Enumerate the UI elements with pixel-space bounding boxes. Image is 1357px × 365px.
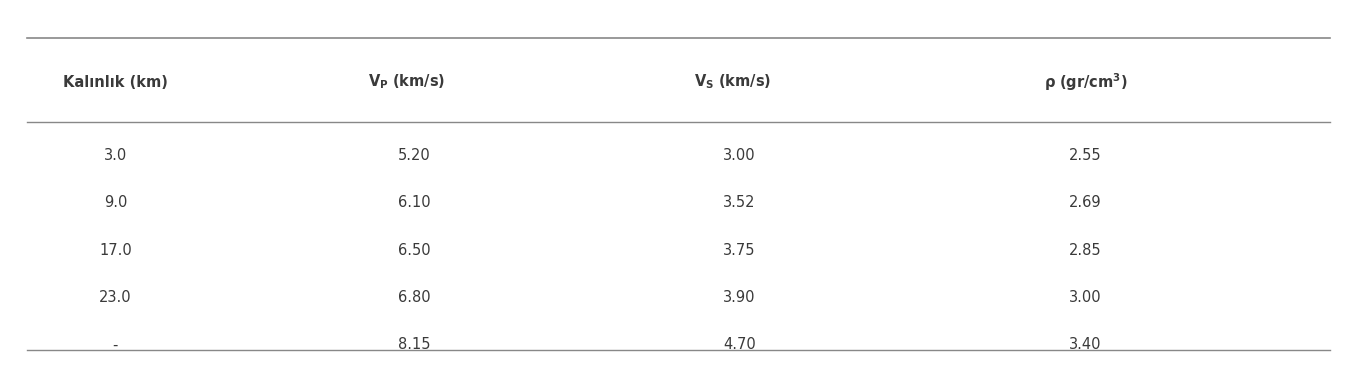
Text: -: -: [113, 337, 118, 353]
Text: 6.80: 6.80: [398, 290, 430, 305]
Text: 3.0: 3.0: [103, 147, 128, 163]
Text: 5.20: 5.20: [398, 147, 430, 163]
Text: 3.75: 3.75: [723, 242, 756, 258]
Text: $\mathbf{\rho}$$\mathbf{\ (gr/cm^3)}$: $\mathbf{\rho}$$\mathbf{\ (gr/cm^3)}$: [1044, 71, 1128, 93]
Text: 3.40: 3.40: [1069, 337, 1102, 353]
Text: 9.0: 9.0: [103, 195, 128, 210]
Text: 8.15: 8.15: [398, 337, 430, 353]
Text: 4.70: 4.70: [723, 337, 756, 353]
Text: Kalınlık (km): Kalınlık (km): [62, 74, 168, 90]
Text: 3.00: 3.00: [723, 147, 756, 163]
Text: 3.90: 3.90: [723, 290, 756, 305]
Text: 23.0: 23.0: [99, 290, 132, 305]
Text: $\mathbf{V_P}$$\mathbf{\ (km/s)}$: $\mathbf{V_P}$$\mathbf{\ (km/s)}$: [369, 73, 445, 92]
Text: 3.00: 3.00: [1069, 290, 1102, 305]
Text: 2.69: 2.69: [1069, 195, 1102, 210]
Text: 2.55: 2.55: [1069, 147, 1102, 163]
Text: $\mathbf{V_S}$$\mathbf{\ (km/s)}$: $\mathbf{V_S}$$\mathbf{\ (km/s)}$: [695, 73, 771, 92]
Text: 6.10: 6.10: [398, 195, 430, 210]
Text: 17.0: 17.0: [99, 242, 132, 258]
Text: 3.52: 3.52: [723, 195, 756, 210]
Text: 6.50: 6.50: [398, 242, 430, 258]
Text: 2.85: 2.85: [1069, 242, 1102, 258]
